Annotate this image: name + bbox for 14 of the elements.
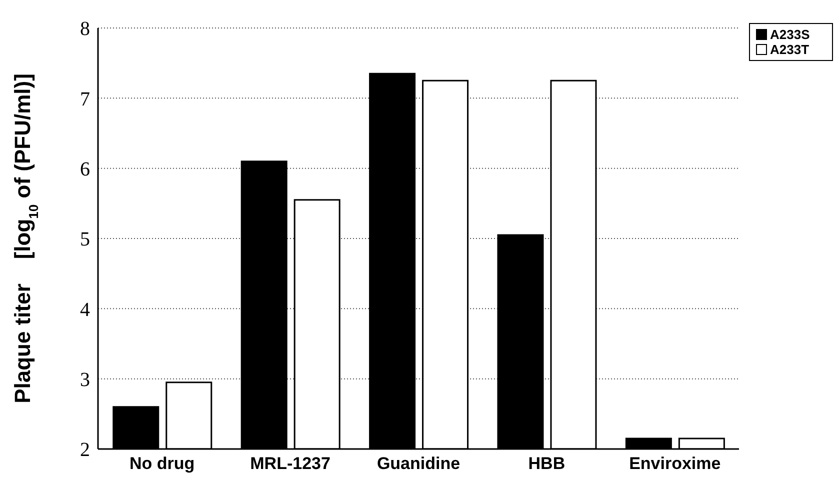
y-tick-label: 8 bbox=[80, 18, 90, 40]
y-tick-label: 4 bbox=[80, 298, 90, 321]
y-tick-label: 3 bbox=[80, 368, 90, 391]
x-tick-label: Enviroxime bbox=[629, 454, 721, 474]
x-tick-label: HBB bbox=[528, 454, 566, 474]
x-tick-label: MRL-1237 bbox=[250, 454, 330, 474]
y-tick-label: 6 bbox=[80, 158, 90, 180]
x-tick-label: No drug bbox=[130, 454, 195, 474]
y-tick-label: 2 bbox=[80, 439, 90, 462]
x-tick-label: Guanidine bbox=[376, 454, 460, 474]
legend-label: A233S bbox=[770, 27, 810, 42]
legend-label: A233T bbox=[770, 42, 810, 57]
y-tick-label: 7 bbox=[80, 88, 90, 110]
y-tick-label: 5 bbox=[80, 228, 90, 251]
